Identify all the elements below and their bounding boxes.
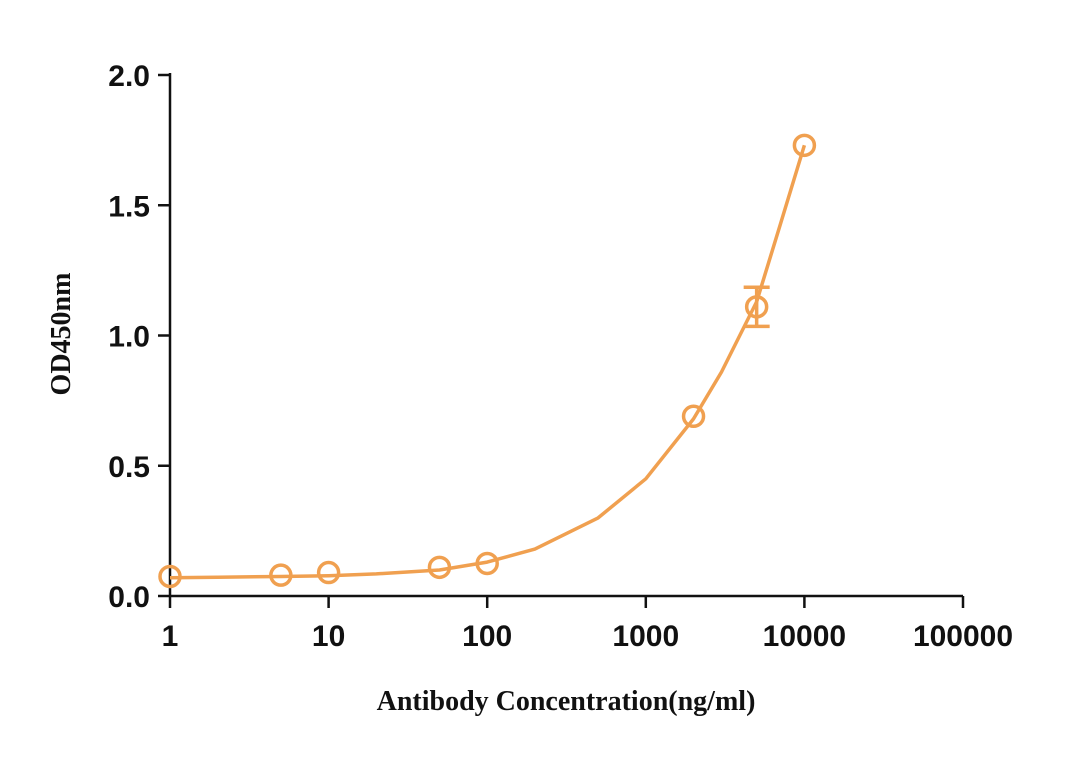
x-tick-label: 100000 bbox=[913, 620, 1013, 653]
data-point bbox=[475, 551, 499, 576]
y-axis-title: OD450nm bbox=[46, 273, 77, 396]
data-point bbox=[269, 563, 293, 587]
x-tick-label: 1 bbox=[162, 620, 179, 653]
fit-curve bbox=[169, 144, 807, 580]
axes bbox=[168, 73, 963, 598]
y-tick-label: 0.0 bbox=[108, 581, 150, 614]
data-point-layer bbox=[158, 133, 817, 589]
data-point bbox=[744, 295, 769, 319]
data-point bbox=[681, 404, 706, 429]
x-tick-label: 10 bbox=[312, 620, 345, 653]
x-axis-title: Antibody Concentration(ng/ml) bbox=[377, 686, 756, 717]
error-bar-layer bbox=[743, 285, 770, 329]
data-point bbox=[427, 555, 452, 580]
x-tick-label: 100 bbox=[462, 620, 512, 653]
x-tick-label: 1000 bbox=[612, 620, 679, 653]
y-tick-label: 1.0 bbox=[108, 321, 150, 354]
y-tick-label: 1.5 bbox=[108, 190, 150, 223]
x-tick-label: 10000 bbox=[763, 620, 846, 653]
fit-curve-layer bbox=[169, 144, 807, 580]
data-point bbox=[316, 560, 341, 585]
data-point bbox=[792, 133, 817, 158]
y-ticks: 0.0 0.5 1.0 1.5 2.0 bbox=[108, 60, 170, 614]
y-tick-label: 2.0 bbox=[108, 60, 150, 93]
data-point bbox=[158, 564, 182, 589]
y-tick-label: 0.5 bbox=[108, 451, 150, 484]
x-ticks: 1 10 100 1000 10000 100000 bbox=[162, 596, 1013, 653]
